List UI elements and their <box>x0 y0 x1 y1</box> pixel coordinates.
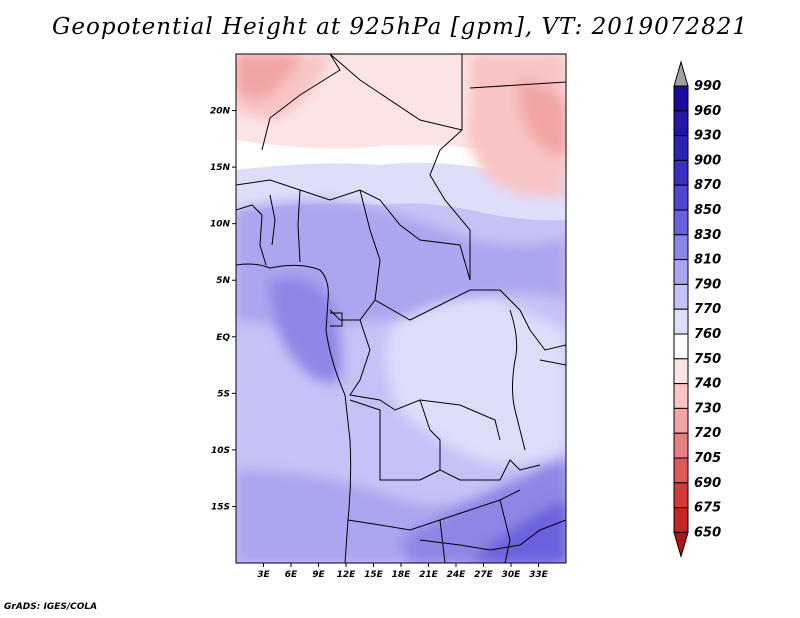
colorbar-swatch <box>673 308 689 335</box>
colorbar-label: 790 <box>694 277 721 292</box>
colorbar-swatch <box>673 407 689 434</box>
colorbar-label: 740 <box>694 377 721 392</box>
map-field <box>236 54 566 563</box>
colorbar-label: 675 <box>694 501 721 516</box>
colorbar-swatch <box>673 432 689 459</box>
colorbar-swatch <box>673 184 689 211</box>
colorbar-label: 720 <box>694 426 721 441</box>
lon-tick-label: 30E <box>502 570 522 580</box>
colorbar-swatch <box>673 159 689 186</box>
lat-tick-label: 20N <box>210 107 231 117</box>
latitude-axis: 20N 15N 10N 5N EQ 5S 10S 15S <box>210 107 236 512</box>
lon-tick-label: 3E <box>257 570 270 580</box>
colorbar-label: 760 <box>694 327 721 342</box>
colorbar-label: 960 <box>694 104 721 119</box>
colorbar-label: 930 <box>694 129 721 144</box>
colorbar-label: 870 <box>694 178 721 193</box>
colorbar-label: 705 <box>694 451 721 466</box>
colorbar-label: 690 <box>694 476 721 491</box>
lon-tick-label: 33E <box>529 570 549 580</box>
chart-title: Geopotential Height at 925hPa [gpm], VT:… <box>52 14 748 40</box>
colorbar-label: 770 <box>694 302 721 317</box>
colorbar-swatch <box>673 358 689 385</box>
colorbar-swatch <box>673 234 689 261</box>
colorbar-label: 850 <box>694 203 721 218</box>
lon-tick-label: 12E <box>337 570 357 580</box>
colorbar-swatch <box>673 283 689 310</box>
colorbar-swatch <box>673 209 689 236</box>
coastlines-borders <box>236 54 566 563</box>
colorbar: 990 960 930 900 870 850 830 810 790 770 760 750 740 7… <box>673 60 721 559</box>
lat-tick-label: 5N <box>216 276 230 286</box>
colorbar-label: 990 <box>694 79 721 94</box>
colorbar-swatch <box>673 383 689 409</box>
colorbar-bottom-arrow <box>673 531 689 559</box>
colorbar-swatch <box>673 259 689 285</box>
colorbar-swatch <box>673 85 689 112</box>
colorbar-top-arrow <box>673 60 689 87</box>
colorbar-swatch <box>673 482 689 509</box>
colorbar-label: 830 <box>694 228 721 243</box>
lon-tick-label: 9E <box>312 570 325 580</box>
lon-tick-label: 21E <box>419 570 439 580</box>
colorbar-swatch <box>673 135 689 161</box>
colorbar-label: 730 <box>694 401 721 416</box>
lon-tick-label: 6E <box>285 570 298 580</box>
colorbar-swatch <box>673 507 689 533</box>
colorbar-swatch <box>673 457 689 484</box>
grads-footer: GrADS: IGES/COLA <box>4 602 98 612</box>
colorbar-swatch <box>673 333 689 360</box>
lon-tick-label: 15E <box>364 570 384 580</box>
lon-tick-label: 27E <box>474 570 494 580</box>
longitude-axis: 3E 6E 9E 12E 15E 18E 21E 24E 27E 30E 33E <box>257 563 549 580</box>
lat-tick-label: 5S <box>217 389 230 399</box>
colorbar-label: 900 <box>694 153 721 168</box>
lat-tick-label: EQ <box>216 333 230 343</box>
lat-tick-label: 15S <box>211 502 230 512</box>
lon-tick-label: 24E <box>447 570 467 580</box>
lat-tick-label: 10S <box>211 446 230 456</box>
lat-tick-label: 10N <box>210 220 231 230</box>
lat-tick-label: 15N <box>210 163 231 173</box>
colorbar-swatch <box>673 110 689 137</box>
colorbar-label: 810 <box>694 253 721 268</box>
colorbar-label: 750 <box>694 352 721 367</box>
colorbar-label: 650 <box>694 525 721 540</box>
lon-tick-label: 18E <box>392 570 412 580</box>
